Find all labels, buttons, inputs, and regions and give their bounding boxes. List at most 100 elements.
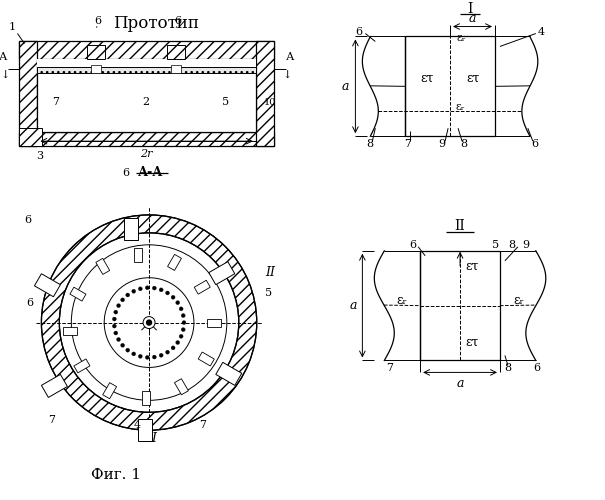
- Text: εᵣ: εᵣ: [396, 294, 407, 307]
- Circle shape: [114, 310, 118, 314]
- Circle shape: [152, 286, 156, 290]
- Bar: [38, 60, 256, 132]
- Text: 6: 6: [409, 240, 416, 250]
- Circle shape: [182, 314, 185, 318]
- Bar: [167, 46, 185, 60]
- Text: II: II: [265, 266, 275, 279]
- Text: 9: 9: [439, 139, 446, 149]
- Text: a: a: [350, 299, 358, 312]
- Circle shape: [120, 344, 125, 347]
- Bar: [34, 274, 60, 297]
- Bar: [134, 248, 142, 262]
- Circle shape: [146, 320, 152, 325]
- Text: А-А: А-А: [139, 166, 164, 179]
- Circle shape: [145, 286, 149, 290]
- Text: 1: 1: [8, 22, 16, 32]
- Text: 7: 7: [48, 416, 55, 426]
- Text: 5: 5: [492, 240, 499, 250]
- Circle shape: [143, 316, 155, 328]
- Text: Фиг. 1: Фиг. 1: [91, 468, 141, 482]
- Bar: [96, 258, 110, 274]
- Circle shape: [182, 328, 185, 332]
- Bar: [87, 46, 105, 60]
- Circle shape: [175, 340, 180, 344]
- Circle shape: [166, 350, 169, 354]
- Text: 6: 6: [24, 215, 31, 225]
- Bar: [103, 382, 117, 398]
- Bar: [420, 251, 500, 360]
- Bar: [38, 68, 256, 73]
- Text: 2: 2: [143, 98, 149, 108]
- Bar: [19, 128, 42, 146]
- Circle shape: [152, 355, 156, 359]
- Bar: [64, 326, 77, 334]
- Text: 7: 7: [52, 98, 59, 108]
- Circle shape: [113, 324, 116, 328]
- Bar: [142, 392, 150, 406]
- Text: 6: 6: [174, 16, 182, 26]
- Text: 8: 8: [508, 240, 515, 250]
- Text: a: a: [468, 12, 476, 24]
- Circle shape: [175, 300, 180, 304]
- Bar: [41, 374, 67, 398]
- Circle shape: [117, 338, 120, 342]
- Circle shape: [139, 354, 142, 358]
- Circle shape: [171, 346, 175, 350]
- Text: 8: 8: [505, 364, 511, 374]
- Text: 6: 6: [355, 26, 362, 36]
- Text: εᵣ: εᵣ: [455, 102, 465, 113]
- Text: εᵣ: εᵣ: [456, 32, 466, 42]
- Text: 6: 6: [531, 139, 538, 149]
- Circle shape: [126, 348, 129, 352]
- Bar: [405, 36, 495, 136]
- Circle shape: [117, 304, 120, 308]
- Text: 6: 6: [26, 298, 33, 308]
- Bar: [19, 132, 273, 146]
- Text: ετ: ετ: [465, 336, 479, 349]
- Circle shape: [145, 356, 149, 360]
- Text: 7: 7: [386, 364, 393, 374]
- Text: a: a: [456, 378, 464, 390]
- Circle shape: [159, 288, 163, 292]
- Text: 10: 10: [264, 98, 276, 107]
- Circle shape: [113, 317, 116, 321]
- Text: А: А: [286, 52, 294, 62]
- Text: 4: 4: [134, 420, 141, 430]
- Text: А: А: [0, 52, 8, 62]
- Circle shape: [159, 354, 163, 358]
- Text: 5: 5: [222, 98, 229, 108]
- Bar: [70, 287, 86, 301]
- Bar: [124, 218, 138, 240]
- Text: 3: 3: [36, 151, 43, 161]
- Bar: [209, 262, 235, 284]
- Circle shape: [171, 296, 175, 300]
- Text: ετ: ετ: [420, 72, 434, 85]
- Text: ετ: ετ: [465, 260, 479, 272]
- Text: 6: 6: [94, 16, 102, 26]
- Text: εᵣ: εᵣ: [513, 294, 524, 307]
- Bar: [171, 66, 181, 74]
- Text: 9: 9: [522, 240, 529, 250]
- Text: 4: 4: [538, 26, 545, 36]
- Text: 8: 8: [460, 139, 468, 149]
- Bar: [19, 42, 273, 60]
- Circle shape: [166, 291, 169, 295]
- Circle shape: [132, 352, 136, 356]
- Circle shape: [132, 290, 136, 293]
- Text: I: I: [151, 432, 157, 444]
- Circle shape: [139, 287, 142, 291]
- Bar: [198, 352, 214, 366]
- Circle shape: [179, 307, 183, 311]
- Circle shape: [126, 293, 129, 297]
- Bar: [168, 254, 182, 270]
- Circle shape: [182, 320, 186, 324]
- Text: 7: 7: [404, 139, 411, 149]
- Bar: [19, 42, 38, 146]
- Bar: [74, 359, 90, 373]
- Bar: [138, 420, 152, 441]
- Text: 6: 6: [123, 168, 129, 178]
- Text: I: I: [467, 2, 473, 16]
- Circle shape: [179, 334, 183, 338]
- Text: ↓: ↓: [1, 70, 10, 81]
- Bar: [194, 280, 211, 294]
